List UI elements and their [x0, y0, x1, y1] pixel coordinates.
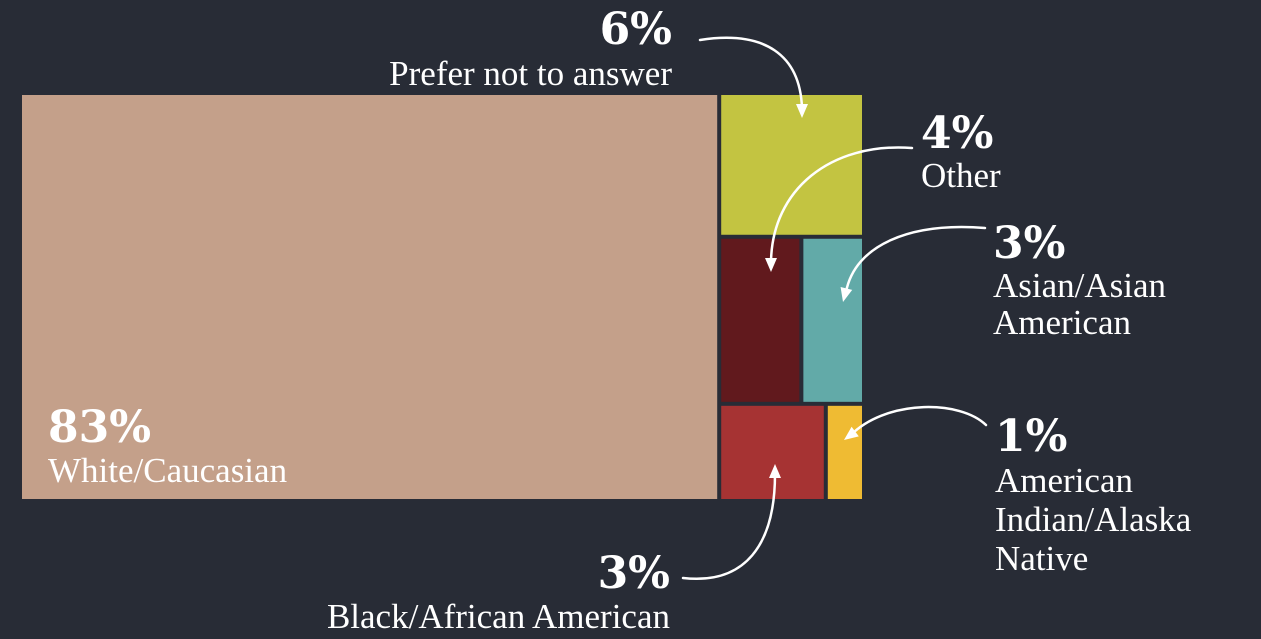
treemap-rects: [22, 95, 862, 499]
category-label-native-1: American: [995, 461, 1133, 500]
percent-label-native: 1%: [995, 411, 1067, 462]
category-label-asian-2: American: [993, 303, 1131, 342]
callout-arrow-native: [852, 405, 988, 434]
category-label-prefer-1: Prefer not to answer: [389, 54, 672, 93]
treemap-rect-black: [721, 405, 824, 499]
callout-arrow-other: [769, 146, 914, 264]
percent-label-other: 4%: [921, 108, 993, 159]
treemap-labels: 83%White/Caucasian 6%Prefer not to answer…: [48, 4, 1192, 636]
category-label-native-3: Native: [995, 539, 1088, 578]
callout-arrowhead-other: [765, 258, 777, 272]
percent-label-asian: 3%: [993, 218, 1065, 269]
treemap-rect-white: [22, 95, 718, 499]
category-label-native-2: Indian/Alaska: [995, 500, 1192, 539]
callout-arrow-asian: [844, 225, 987, 294]
callout-arrow-black: [681, 472, 777, 581]
category-label-other-1: Other: [921, 156, 1001, 195]
category-label-black-1: Black/African American: [327, 597, 670, 636]
treemap-rect-other: [721, 238, 800, 402]
treemap-rect-asian: [803, 238, 862, 402]
treemap-rect-prefer: [721, 95, 862, 235]
callout-arrowhead-asian: [840, 286, 853, 302]
percent-label-white: 83%: [48, 402, 151, 453]
callout-arrowhead-native: [844, 426, 859, 440]
callout-arrows: [681, 36, 988, 581]
callout-arrow-prefer: [698, 36, 804, 110]
percent-label-prefer: 6%: [600, 4, 672, 55]
percent-label-black: 3%: [598, 548, 670, 599]
treemap-rect-native: [827, 405, 862, 499]
callout-arrowhead-black: [769, 464, 781, 478]
category-label-white-1: White/Caucasian: [48, 451, 287, 490]
callout-arrowhead-prefer: [796, 104, 808, 118]
category-label-asian-1: Asian/Asian: [993, 266, 1166, 305]
